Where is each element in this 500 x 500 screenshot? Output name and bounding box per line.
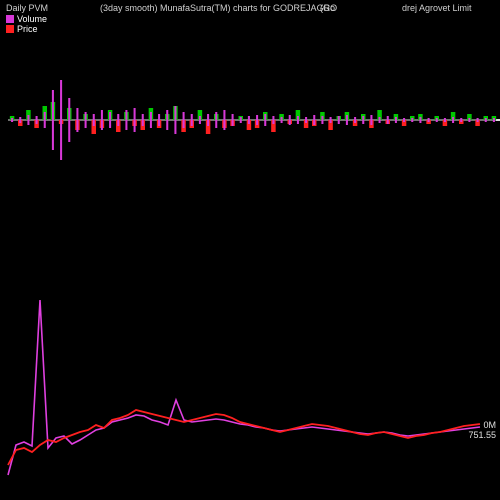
legend-price-label: Price [17,24,38,34]
title-daily-pvm: Daily PVM [6,3,48,13]
pvm-bar-chart [0,60,500,180]
title-far: (Go [320,3,335,13]
swatch-price [6,25,14,33]
title-agrovet: drej Agrovet Limit [402,3,472,13]
legend-price: Price [6,24,38,34]
swatch-volume [6,15,14,23]
title-main: (3day smooth) MunafaSutra(TM) charts for… [100,3,337,13]
price-volume-line-chart [0,270,500,490]
price-axis-label: 751.55 [468,430,496,440]
legend-volume-label: Volume [17,14,47,24]
volume-axis-label: 0M [483,420,496,430]
legend-volume: Volume [6,14,47,24]
